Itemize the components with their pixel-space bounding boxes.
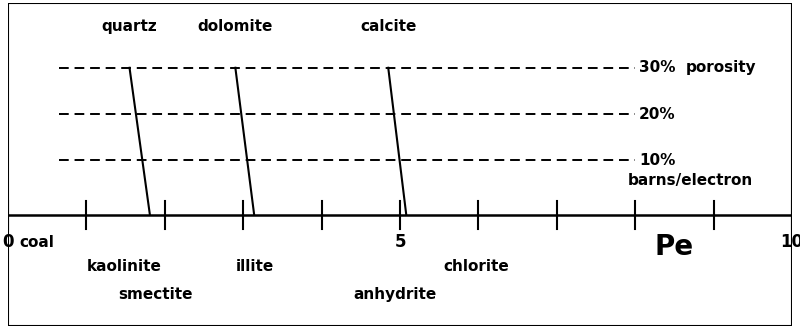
Text: coal: coal bbox=[20, 235, 54, 250]
Text: 10: 10 bbox=[781, 233, 800, 251]
Text: chlorite: chlorite bbox=[443, 259, 509, 274]
Text: 10%: 10% bbox=[639, 153, 675, 168]
Text: 20%: 20% bbox=[639, 107, 676, 122]
Text: 30%: 30% bbox=[639, 60, 676, 75]
Text: kaolinite: kaolinite bbox=[86, 259, 162, 274]
Text: 5: 5 bbox=[394, 233, 406, 251]
Text: anhydrite: anhydrite bbox=[353, 288, 436, 302]
Text: illite: illite bbox=[235, 259, 274, 274]
Text: 0: 0 bbox=[2, 233, 14, 251]
Text: barns/electron: barns/electron bbox=[627, 173, 753, 188]
Text: dolomite: dolomite bbox=[198, 18, 273, 34]
Text: Pe: Pe bbox=[655, 233, 694, 261]
Text: quartz: quartz bbox=[102, 18, 158, 34]
Text: smectite: smectite bbox=[118, 288, 192, 302]
Text: calcite: calcite bbox=[360, 18, 417, 34]
Text: porosity: porosity bbox=[686, 60, 757, 75]
